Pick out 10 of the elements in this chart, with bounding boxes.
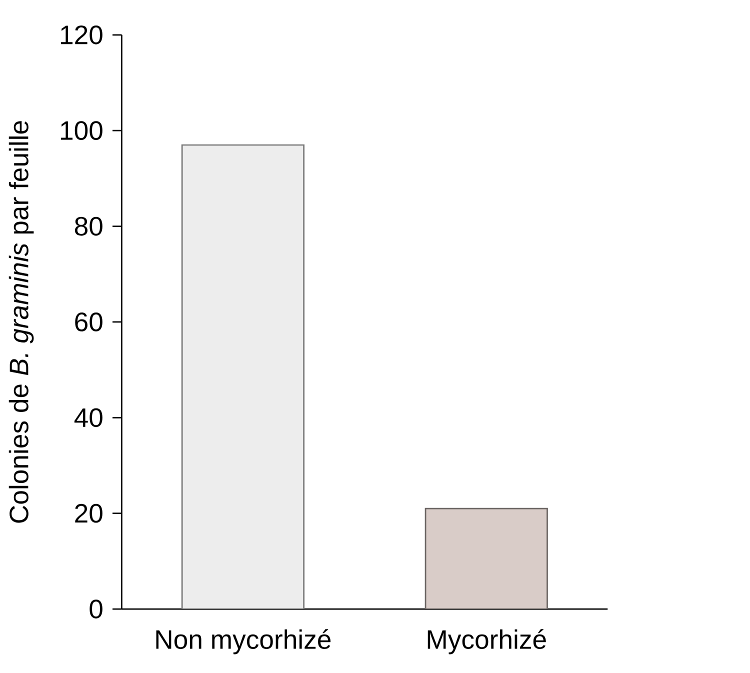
y-tick-label: 20: [75, 504, 102, 523]
y-tick-label: 120: [61, 25, 102, 44]
y-axis-title: Colonies de B. graminis par feuille: [8, 120, 34, 523]
y-tick-label: 80: [74, 216, 102, 236]
y-tick-label: 40: [74, 408, 102, 427]
y-tick-label: 60: [75, 312, 102, 332]
x-tick-label: Mycorhizé: [428, 628, 546, 654]
x-tick-label: Non mycorhizé: [156, 628, 331, 654]
y-tick-label: 0: [90, 599, 102, 618]
y-tick-label: 100: [61, 121, 102, 140]
